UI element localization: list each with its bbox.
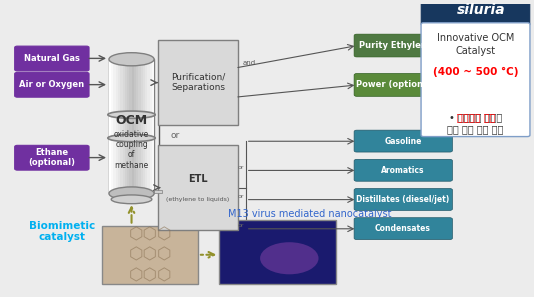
Text: Power (optional): Power (optional) xyxy=(356,80,436,89)
Text: Gasoline: Gasoline xyxy=(384,137,422,146)
Bar xyxy=(114,59,116,193)
Bar xyxy=(111,59,114,193)
Bar xyxy=(152,59,154,193)
Text: Innovative OCM
Catalyst: Innovative OCM Catalyst xyxy=(437,33,514,56)
Text: Distillates (diesel/jet): Distillates (diesel/jet) xyxy=(356,195,450,204)
FancyBboxPatch shape xyxy=(14,145,89,170)
Text: M13 virus mediated nanocatalyst: M13 virus mediated nanocatalyst xyxy=(227,209,391,219)
Text: Purity Ethylene: Purity Ethylene xyxy=(359,41,433,50)
Text: • 융합촉매 개발로: • 융합촉매 개발로 xyxy=(449,113,502,123)
Text: ⬡⬡⬡
⬡⬡⬡
⬡⬡⬡: ⬡⬡⬡ ⬡⬡⬡ ⬡⬡⬡ xyxy=(128,225,172,285)
Text: or: or xyxy=(171,131,180,140)
Text: or: or xyxy=(238,165,244,170)
Bar xyxy=(118,59,120,193)
Text: or: or xyxy=(238,223,244,228)
Bar xyxy=(116,59,118,193)
Text: siluria: siluria xyxy=(457,3,505,17)
Text: OCM: OCM xyxy=(115,114,147,127)
Text: or: or xyxy=(238,194,244,199)
Text: Ethane
(optional): Ethane (optional) xyxy=(28,148,75,167)
Ellipse shape xyxy=(260,242,318,274)
Bar xyxy=(131,59,134,193)
Ellipse shape xyxy=(108,135,155,142)
Bar xyxy=(125,59,127,193)
FancyBboxPatch shape xyxy=(354,218,452,240)
Bar xyxy=(134,59,136,193)
FancyBboxPatch shape xyxy=(158,40,238,125)
Bar xyxy=(143,59,145,193)
Text: ::::: :::: xyxy=(459,5,470,14)
Text: Purification/
Separations: Purification/ Separations xyxy=(171,73,225,92)
Bar xyxy=(150,59,152,193)
Bar xyxy=(147,59,150,193)
Bar xyxy=(154,190,162,193)
Bar xyxy=(120,59,122,193)
Bar xyxy=(129,59,131,193)
FancyBboxPatch shape xyxy=(354,130,452,152)
FancyBboxPatch shape xyxy=(421,23,530,137)
Text: and: and xyxy=(243,60,256,66)
Text: 융합촉매 개발: 융합촉매 개발 xyxy=(450,113,496,123)
Ellipse shape xyxy=(109,187,154,200)
Bar xyxy=(127,59,129,193)
FancyBboxPatch shape xyxy=(354,159,452,181)
FancyBboxPatch shape xyxy=(14,46,89,71)
FancyBboxPatch shape xyxy=(421,0,530,26)
Text: (ethylene to liquids): (ethylene to liquids) xyxy=(166,197,230,202)
Bar xyxy=(122,59,125,193)
Bar xyxy=(219,220,336,284)
Bar xyxy=(138,59,140,193)
FancyBboxPatch shape xyxy=(354,74,438,96)
Bar xyxy=(109,59,111,193)
Ellipse shape xyxy=(108,111,155,118)
Text: Aromatics: Aromatics xyxy=(381,166,425,175)
Bar xyxy=(103,226,198,284)
Text: 고온 고압 공정 탈피: 고온 고압 공정 탈피 xyxy=(447,124,504,134)
Text: (400 ~ 500 °C): (400 ~ 500 °C) xyxy=(433,67,519,78)
FancyBboxPatch shape xyxy=(158,145,238,230)
Text: Air or Oxygen: Air or Oxygen xyxy=(19,80,84,89)
Ellipse shape xyxy=(109,53,154,66)
Bar xyxy=(140,59,143,193)
Text: Biomimetic
catalyst: Biomimetic catalyst xyxy=(29,221,96,242)
Ellipse shape xyxy=(111,195,152,204)
Text: Natural Gas: Natural Gas xyxy=(24,54,80,63)
FancyBboxPatch shape xyxy=(14,72,89,97)
FancyBboxPatch shape xyxy=(354,189,452,210)
Text: Condensates: Condensates xyxy=(375,224,431,233)
Bar xyxy=(136,59,138,193)
FancyBboxPatch shape xyxy=(109,59,154,193)
Text: ETL: ETL xyxy=(188,174,208,184)
FancyBboxPatch shape xyxy=(354,34,438,57)
Bar xyxy=(145,59,147,193)
Text: oxidative
coupling
of
methane: oxidative coupling of methane xyxy=(114,129,149,170)
